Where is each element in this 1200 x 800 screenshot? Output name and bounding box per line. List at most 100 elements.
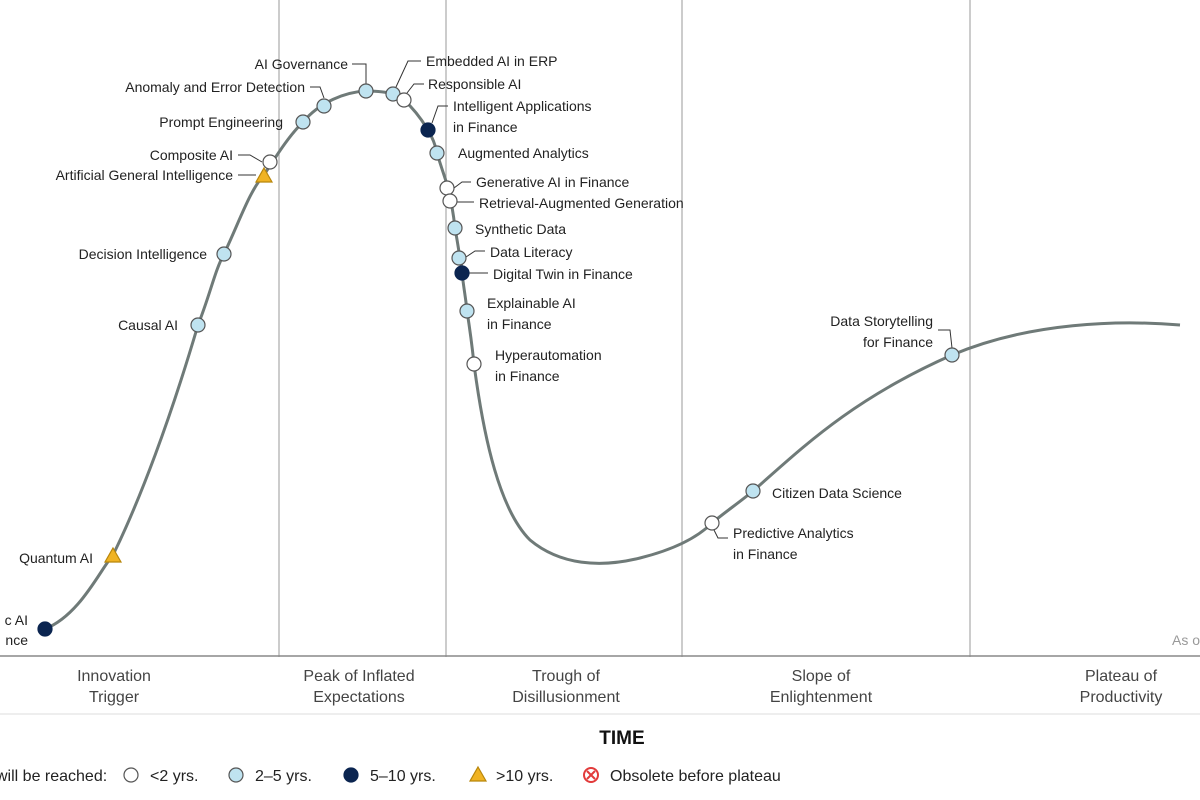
- phase-label: Innovation: [77, 668, 151, 685]
- technology-point[interactable]: Data Storytelling for Finance: [830, 313, 960, 363]
- tech-label: Embedded AI in ERP: [426, 53, 558, 69]
- tech-label: Augmented Analytics: [458, 145, 589, 161]
- phase-label-line2: Trigger: [89, 689, 140, 706]
- technology-point[interactable]: Embedded AI in ERP: [385, 53, 558, 102]
- phase-dividers: [278, 0, 971, 657]
- tech-label: c AI: [5, 612, 28, 628]
- technology-point[interactable]: Anomaly and Error Detection: [125, 79, 332, 114]
- tech-marker: [429, 145, 445, 161]
- leader-line: [431, 105, 448, 124]
- technology-point[interactable]: Composite AI: [150, 147, 278, 170]
- technology-point[interactable]: Generative AI in Finance: [439, 174, 630, 196]
- leader-line: [406, 83, 424, 94]
- tech-marker: [454, 265, 470, 281]
- tech-marker: [442, 193, 458, 209]
- phase-label: Peak of Inflated: [303, 668, 414, 685]
- technology-point[interactable]: Augmented Analytics: [429, 145, 589, 161]
- legend-prefix: will be reached:: [0, 768, 107, 785]
- phase-label: Slope of: [792, 668, 851, 685]
- tech-label: Data Storytelling: [830, 313, 933, 329]
- tech-label: Prompt Engineering: [159, 114, 283, 130]
- legend-marker-5to10: [343, 767, 359, 783]
- tech-label-line2: for Finance: [863, 334, 933, 350]
- tech-label: Digital Twin in Finance: [493, 266, 633, 282]
- x-axis-title: TIME: [599, 728, 644, 749]
- technology-point[interactable]: c AI nce: [5, 612, 53, 648]
- tech-marker: [216, 246, 232, 262]
- tech-marker: [439, 180, 455, 196]
- tech-label-line2: in Finance: [733, 546, 798, 562]
- tech-marker: [745, 483, 761, 499]
- technology-point[interactable]: Quantum AI: [19, 546, 123, 566]
- technology-point[interactable]: Intelligent Applications in Finance: [420, 98, 592, 138]
- legend-marker-gt10: [468, 765, 488, 782]
- technology-point[interactable]: Responsible AI: [396, 76, 521, 108]
- leader-line: [238, 154, 263, 163]
- legend-marker-lt2: [123, 767, 139, 783]
- tech-marker: [190, 317, 206, 333]
- tech-label: Artificial General Intelligence: [56, 167, 234, 183]
- technology-point[interactable]: AI Governance: [255, 56, 374, 99]
- tech-label: Synthetic Data: [475, 221, 566, 237]
- technology-point[interactable]: Synthetic Data: [447, 220, 566, 237]
- leader-line: [938, 329, 953, 349]
- tech-marker: [358, 83, 374, 99]
- tech-label-line2: nce: [5, 632, 28, 648]
- tech-label: Generative AI in Finance: [476, 174, 630, 190]
- leader-line: [310, 86, 325, 99]
- legend-label: 2–5 yrs.: [255, 768, 312, 785]
- leader-line: [713, 529, 728, 539]
- tech-label: Anomaly and Error Detection: [125, 79, 305, 95]
- tech-label: AI Governance: [255, 56, 349, 72]
- tech-marker: [295, 114, 311, 130]
- obsolete-icon: [583, 767, 599, 783]
- tech-label: Decision Intelligence: [79, 246, 208, 262]
- phase-label-line2: Productivity: [1080, 689, 1163, 706]
- technology-point[interactable]: Digital Twin in Finance: [454, 265, 633, 282]
- as-of-text: As o: [1172, 632, 1200, 648]
- technology-point[interactable]: Artificial General Intelligence: [56, 166, 274, 183]
- tech-marker: [447, 220, 463, 236]
- technology-point[interactable]: Citizen Data Science: [745, 483, 902, 501]
- tech-marker: [420, 122, 436, 138]
- technology-point[interactable]: Predictive Analytics in Finance: [704, 515, 854, 562]
- technology-points: c AI nce Quantum AI Causal AI Decision I…: [5, 53, 960, 648]
- tech-marker: [466, 356, 482, 372]
- legend-label: <2 yrs.: [150, 768, 198, 785]
- phase-labels: Innovation Trigger Peak of Inflated Expe…: [77, 668, 1162, 706]
- tech-marker: [254, 166, 274, 183]
- legend-label: Obsolete before plateau: [610, 768, 781, 785]
- tech-label: Explainable AI: [487, 295, 576, 311]
- legend-label: 5–10 yrs.: [370, 768, 436, 785]
- technology-point[interactable]: Prompt Engineering: [159, 114, 311, 130]
- legend-marker-2to5: [228, 767, 244, 783]
- technology-point[interactable]: Hyperautomation in Finance: [466, 347, 602, 384]
- tech-label: Quantum AI: [19, 550, 93, 566]
- tech-label: Composite AI: [150, 147, 233, 163]
- tech-marker: [316, 98, 332, 114]
- phase-label: Trough of: [532, 668, 600, 685]
- legend: will be reached: <2 yrs. 2–5 yrs. 5–10 y…: [0, 765, 781, 785]
- tech-marker: [37, 621, 53, 637]
- tech-label: Retrieval-Augmented Generation: [479, 195, 684, 211]
- leader-line: [395, 60, 421, 88]
- technology-point[interactable]: Data Literacy: [451, 244, 572, 266]
- tech-marker: [944, 347, 960, 363]
- technology-point[interactable]: Causal AI: [118, 317, 206, 333]
- tech-label: Intelligent Applications: [453, 98, 592, 114]
- tech-marker: [459, 303, 475, 319]
- leader-line: [465, 250, 485, 258]
- tech-label: Data Literacy: [490, 244, 572, 260]
- tech-label: Hyperautomation: [495, 347, 602, 363]
- leader-line: [453, 181, 471, 189]
- leader-line: [352, 63, 367, 84]
- technology-point[interactable]: Explainable AI in Finance: [459, 295, 576, 332]
- tech-label-line2: in Finance: [495, 368, 560, 384]
- technology-point[interactable]: Retrieval-Augmented Generation: [442, 193, 684, 211]
- phase-label-line2: Disillusionment: [512, 689, 620, 706]
- tech-label: Predictive Analytics: [733, 525, 854, 541]
- tech-marker: [262, 154, 278, 170]
- tech-marker: [451, 250, 467, 266]
- technology-point[interactable]: Decision Intelligence: [79, 246, 232, 262]
- phase-label-line2: Expectations: [313, 689, 405, 706]
